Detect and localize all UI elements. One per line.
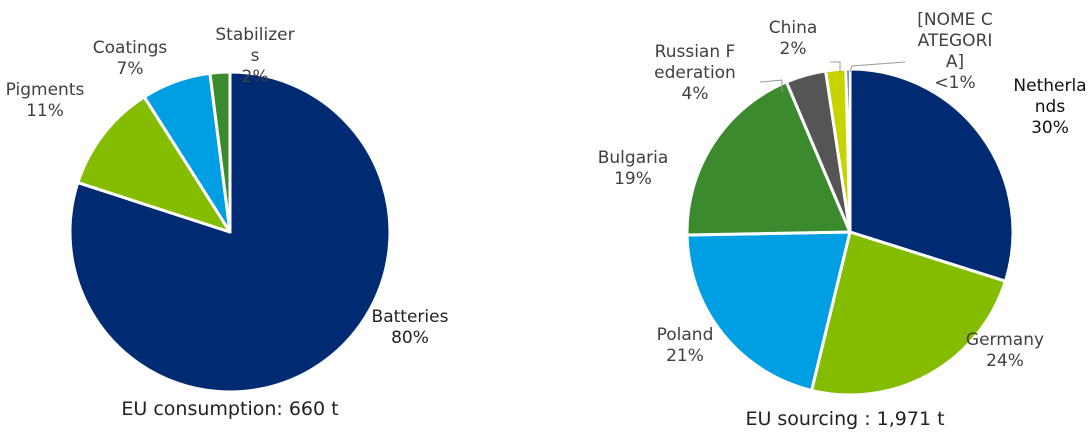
category-name: Russian Federation [654, 42, 736, 83]
slice-label: Pigments 11% [4, 80, 86, 122]
slice-label: Germany 24% [964, 330, 1046, 372]
chart-title: EU sourcing : 1,971 t [745, 408, 945, 430]
leader-line [849, 61, 906, 73]
value-label: 80% [391, 328, 429, 348]
pie-slice [848, 67, 1015, 283]
pie-slice [685, 230, 852, 392]
category-name: [NOME CATEGORIA] [917, 10, 993, 72]
pie-slice [76, 95, 232, 234]
category-name: Bulgaria [597, 148, 669, 168]
category-name: Netherlands [1013, 76, 1087, 117]
pie-slice [685, 80, 852, 237]
pie-slice [844, 67, 852, 234]
slice-label: Stabilizers 2% [214, 25, 296, 88]
pie-slice [208, 70, 232, 234]
slice-label: Coatings 7% [89, 38, 171, 80]
value-label: 2% [241, 67, 269, 87]
slice-label: Poland 21% [644, 325, 726, 367]
chart-title: EU consumption: 660 t [121, 398, 339, 420]
category-name: Pigments [5, 80, 85, 100]
category-name: Batteries [371, 307, 449, 327]
value-label: 21% [666, 346, 704, 366]
value-label: 7% [116, 59, 144, 79]
category-name: Coatings [92, 38, 168, 58]
value-label: 19% [614, 169, 652, 189]
value-label: 4% [681, 84, 709, 104]
slice-label: Bulgaria 19% [592, 148, 674, 190]
category-name: Poland [656, 325, 714, 345]
category-name: China [768, 18, 818, 38]
leader-line [759, 79, 783, 92]
value-label: 2% [779, 39, 807, 59]
category-name: Germany [965, 330, 1045, 350]
slice-label: China 2% [752, 18, 834, 60]
slice-label: Batteries 80% [369, 307, 451, 349]
leader-line [830, 61, 841, 72]
category-name: Stabilizers [215, 25, 295, 66]
value-label: 30% [1031, 118, 1069, 138]
pie-slice [810, 230, 1007, 397]
slice-label: [NOME CATEGORIA] <1% [914, 10, 996, 94]
value-label: <1% [934, 73, 976, 93]
slice-label: Russian Federation 4% [654, 42, 736, 105]
slice-label: Netherlands 30% [1009, 76, 1091, 139]
value-label: 24% [986, 351, 1024, 371]
value-label: 11% [26, 101, 64, 121]
